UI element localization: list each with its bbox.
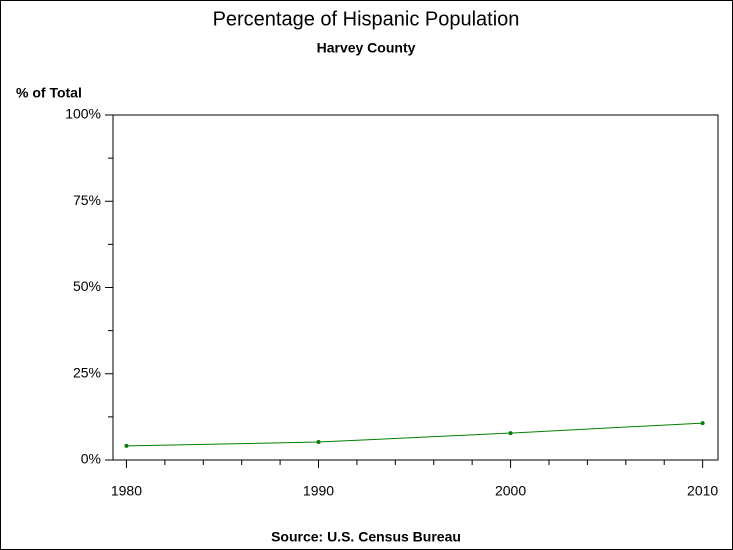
source-note: Source: U.S. Census Bureau [271,529,461,545]
data-point [700,421,705,426]
y-axis-title: % of Total [16,85,82,101]
x-tick-label: 1980 [111,483,142,499]
y-tick-label: 50% [73,278,101,294]
x-tick-label: 1990 [303,483,334,499]
x-tick-label: 2000 [495,483,526,499]
y-tick-label: 100% [65,106,101,122]
data-point [316,440,321,445]
data-point [508,431,513,436]
y-tick-label: 25% [73,364,101,380]
y-tick-label: 75% [73,192,101,208]
data-point [124,443,129,448]
series-line [126,422,703,447]
y-tick-label: 0% [81,451,101,467]
x-tick-label: 2010 [687,483,718,499]
chart-title: Percentage of Hispanic Population [213,8,520,30]
chart-subtitle: Harvey County [317,40,416,56]
